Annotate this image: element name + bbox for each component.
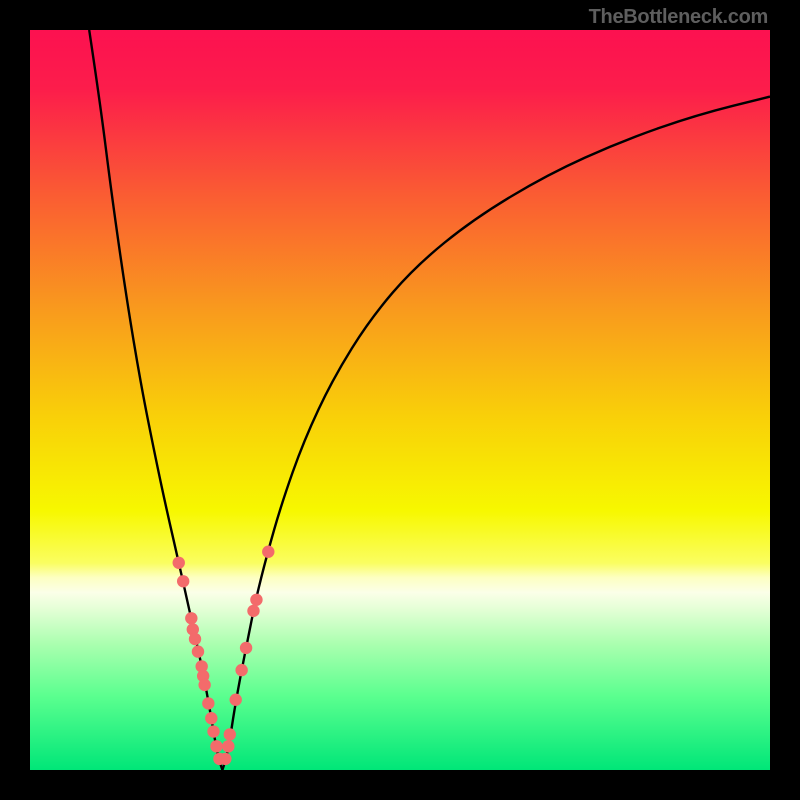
data-marker <box>177 575 189 587</box>
data-marker <box>235 664 247 676</box>
data-marker <box>224 728 236 740</box>
v-curve-left-branch <box>89 30 222 770</box>
data-marker <box>205 712 217 724</box>
data-marker <box>185 612 197 624</box>
data-marker <box>173 557 185 569</box>
v-curve-right-branch <box>222 97 770 770</box>
plot-area <box>30 30 770 770</box>
data-marker <box>210 740 222 752</box>
curve-layer <box>30 30 770 770</box>
data-marker <box>247 605 259 617</box>
data-marker <box>230 694 242 706</box>
data-marker <box>240 642 252 654</box>
data-marker <box>192 645 204 657</box>
data-marker <box>222 740 234 752</box>
data-marker <box>250 594 262 606</box>
marker-group <box>173 546 275 766</box>
chart-frame: TheBottleneck.com <box>0 0 800 800</box>
data-marker <box>219 753 231 765</box>
data-marker <box>202 697 214 709</box>
data-marker <box>198 679 210 691</box>
data-marker <box>262 546 274 558</box>
data-marker <box>189 633 201 645</box>
data-marker <box>207 725 219 737</box>
watermark-text: TheBottleneck.com <box>589 6 768 29</box>
